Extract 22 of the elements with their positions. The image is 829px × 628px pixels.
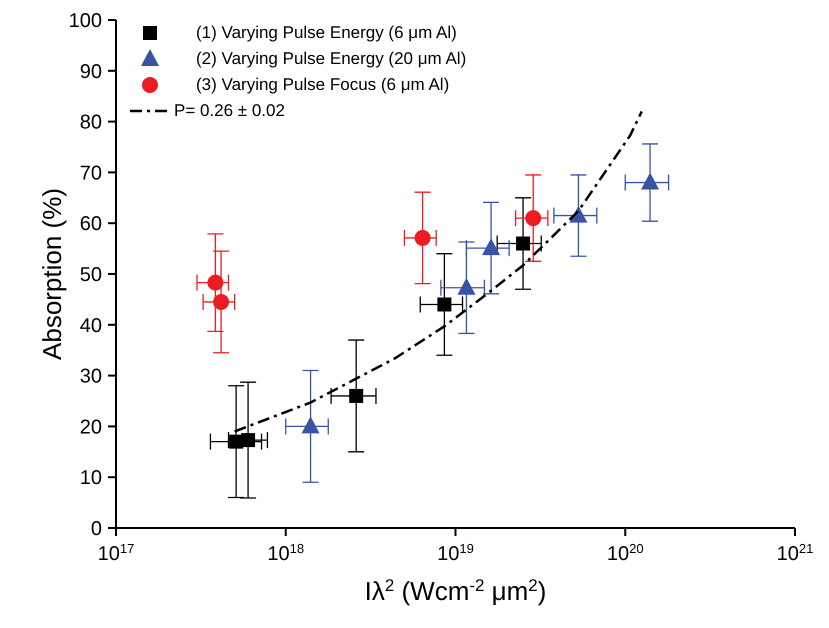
y-axis-title: Absorption (%) — [37, 188, 68, 360]
x-tick-label: 10$^{18}$ — [267, 540, 304, 565]
y-tick-label: 50 — [80, 264, 102, 286]
x-tick-label: 10$^{17}$ — [98, 540, 134, 565]
y-tick-label: 30 — [80, 366, 102, 388]
legend-label: (3) Varying Pulse Focus (6 μm Al) — [196, 74, 450, 96]
y-tick-label: 60 — [80, 213, 102, 236]
x-tick-label: 10$^{19}$ — [437, 540, 474, 565]
y-tick-label: 100 — [68, 10, 102, 32]
legend-label: (1) Varying Pulse Energy (6 μm Al) — [196, 22, 457, 44]
x-axis-title: Iλ$^{2}$ (Wcm$^{-2}$ μm$^{2}$) — [364, 576, 546, 606]
y-tick-label: 20 — [80, 416, 102, 438]
x-tick-label: 10$^{20}$ — [606, 540, 644, 565]
y-tick-label: 10 — [80, 467, 102, 490]
legend-label: (2) Varying Pulse Energy (20 μm Al) — [196, 48, 466, 70]
y-tick-label: 0 — [90, 518, 102, 540]
y-tick-label: 90 — [80, 60, 102, 83]
y-tick-label: 40 — [80, 314, 102, 337]
x-tick-label: 10$^{21}$ — [776, 540, 814, 565]
legend-label: P= 0.26 ± 0.02 — [174, 100, 285, 122]
y-tick-label: 80 — [80, 112, 102, 134]
y-tick-label: 70 — [80, 162, 102, 184]
